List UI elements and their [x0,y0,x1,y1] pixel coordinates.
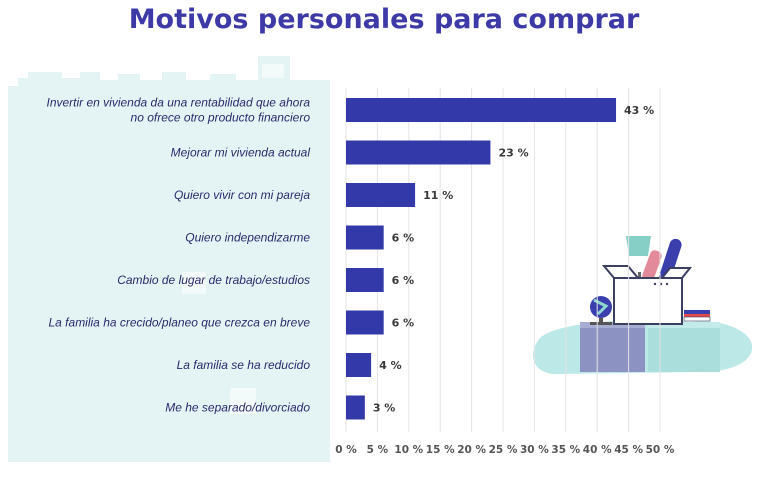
category-label: La familia se ha reducido [177,358,311,372]
bar-value-label: 6 % [392,274,415,287]
x-tick-label: 20 % [457,444,486,456]
bar [346,225,384,250]
bar [346,310,384,335]
x-tick-label: 45 % [614,444,643,456]
bar [346,353,372,377]
bar-value-label: 43 % [624,104,654,117]
bar [346,183,416,207]
x-tick-label: 0 % [335,444,357,456]
category-label: Quiero independizarme [185,231,310,245]
moving-box-illustration [532,236,753,375]
category-label: Cambio de lugar de trabajo/estudios [117,273,310,287]
category-label: Quiero vivir con mi pareja [174,188,310,202]
bar-value-label: 6 % [392,232,415,245]
x-tick-label: 50 % [646,444,675,456]
x-tick-label: 30 % [520,444,549,456]
bar-value-label: 4 % [379,359,402,372]
x-tick-label: 15 % [426,444,455,456]
x-tick-label: 40 % [583,444,612,456]
category-label: Mejorar mi vivienda actual [171,146,311,160]
x-tick-label: 5 % [367,444,389,456]
category-label: no ofrece otro producto financiero [131,111,311,125]
x-tick-label: 35 % [551,444,580,456]
x-tick-label: 10 % [394,444,423,456]
bar-value-label: 6 % [392,317,415,330]
category-label: La familia ha crecido/planeo que crezca … [49,316,311,330]
chart-title: Motivos personales para comprar [128,4,640,35]
bar [346,395,365,420]
category-label: Me he separado/divorciado [165,401,310,415]
bar [346,268,384,292]
bar-value-label: 23 % [498,147,528,160]
bar-value-label: 3 % [373,402,396,415]
bar [346,98,617,122]
skyline-panel [8,56,330,462]
category-label: Invertir en vivienda da una rentabilidad… [46,96,310,110]
bar [346,140,491,165]
bar-value-label: 11 % [423,189,453,202]
x-tick-label: 25 % [489,444,518,456]
